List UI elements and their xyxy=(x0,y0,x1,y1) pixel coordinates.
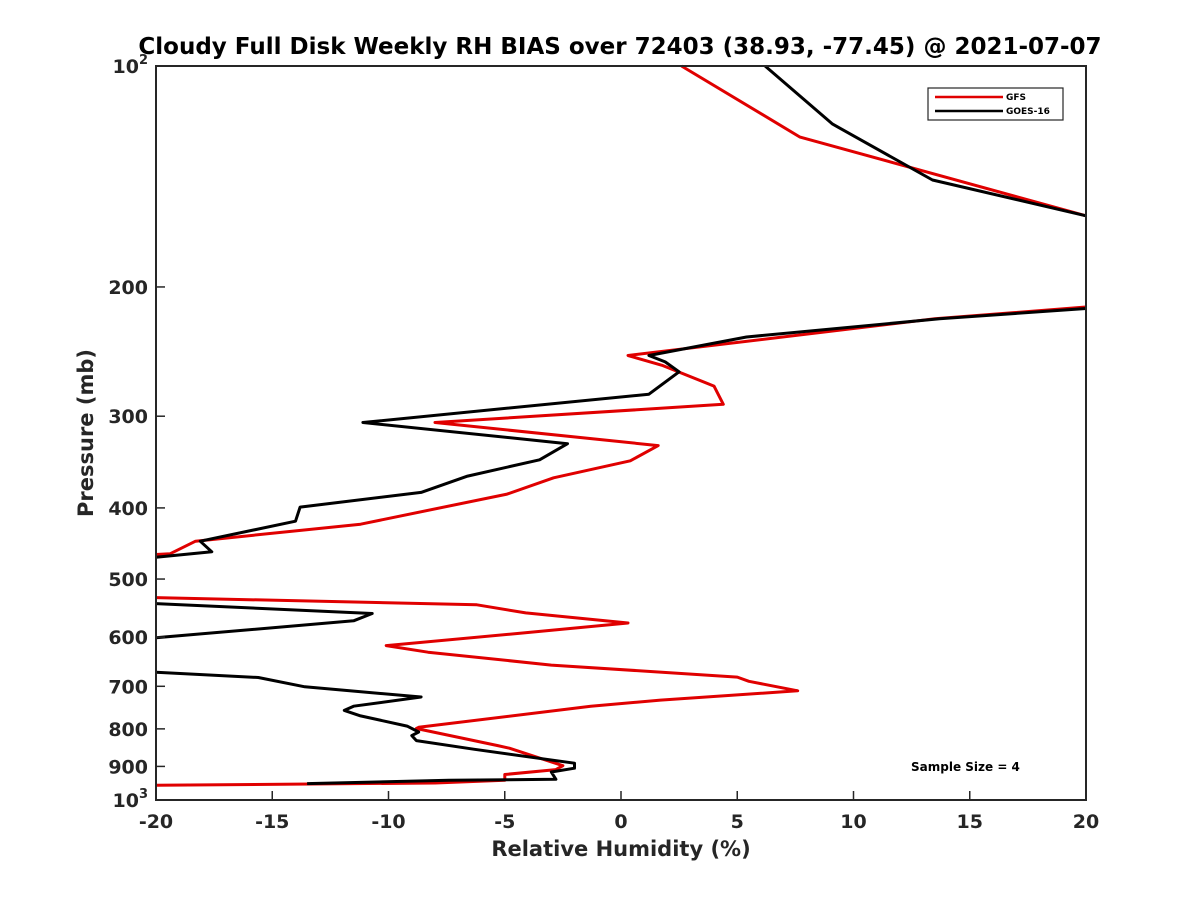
y-tick-label: 900 xyxy=(108,756,148,778)
series-line-goes16-segment-4 xyxy=(155,670,576,786)
y-axis-label: Pressure (mb) xyxy=(74,349,98,517)
x-tick-label: 20 xyxy=(1073,811,1099,833)
y-tick-label: 103 xyxy=(113,787,149,812)
x-tick-label: 0 xyxy=(614,811,627,833)
series-line-goes16-segment-2 xyxy=(155,307,1087,559)
legend-label-goes16: GOES-16 xyxy=(1006,107,1050,117)
legend-label-gfs: GFS xyxy=(1006,93,1026,103)
series-line-gfs-segment-2 xyxy=(155,305,1087,556)
legend: GFS GOES-16 xyxy=(927,87,1064,121)
x-tick-label: -5 xyxy=(494,811,515,833)
x-tick-label: -20 xyxy=(139,811,173,833)
y-tick-label: 300 xyxy=(108,406,148,428)
y-tick-label: 700 xyxy=(108,676,148,698)
y-axis: 102 200 300 400 500 600 700 800 900 103 xyxy=(108,53,165,812)
series-line-gfs-segment-1 xyxy=(680,64,1087,218)
series-line-goes16-segment-3 xyxy=(155,602,374,640)
x-tick-label: 5 xyxy=(731,811,744,833)
x-axis: -20 -15 -10 -5 0 5 10 15 20 xyxy=(139,791,1099,833)
x-tick-label: 10 xyxy=(840,811,866,833)
series-line-gfs-segment-3 xyxy=(155,596,800,787)
y-tick-label: 200 xyxy=(108,277,148,299)
x-tick-label: 15 xyxy=(957,811,983,833)
chart-title: Cloudy Full Disk Weekly RH BIAS over 724… xyxy=(138,34,1101,60)
y-tick-label: 800 xyxy=(108,719,148,741)
y-tick-label: 102 xyxy=(113,53,149,78)
x-tick-label: -15 xyxy=(255,811,289,833)
y-tick-label: 400 xyxy=(108,498,148,520)
sample-size-annotation: Sample Size = 4 xyxy=(911,760,1020,774)
y-tick-label: 600 xyxy=(108,627,148,649)
y-tick-label: 500 xyxy=(108,569,148,591)
series-layer xyxy=(155,64,1087,787)
x-axis-label: Relative Humidity (%) xyxy=(491,837,750,861)
series-line-goes16-segment-1 xyxy=(764,64,1087,218)
legend-box xyxy=(927,87,1064,121)
x-tick-label: -10 xyxy=(371,811,405,833)
